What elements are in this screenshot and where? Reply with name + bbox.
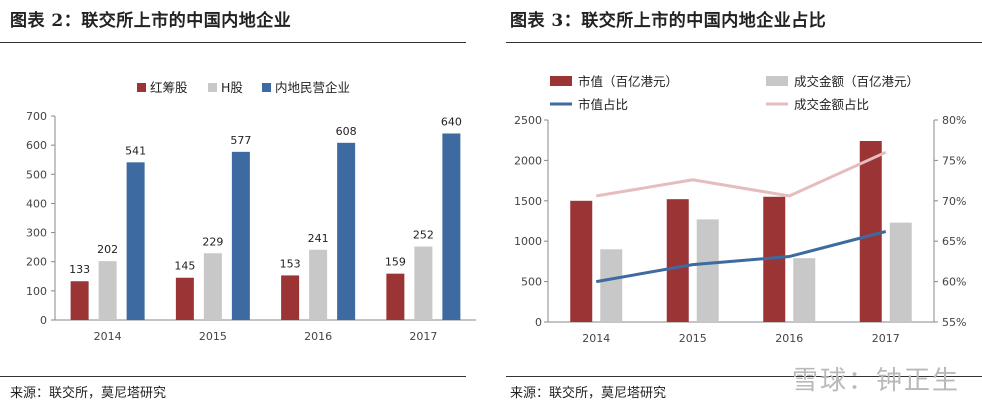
legend-label-turnover: 成交金额（百亿港元）	[794, 74, 919, 89]
right-bar	[793, 258, 816, 322]
left-y-tick-label: 0	[40, 314, 47, 327]
left-x-tick-label: 2017	[409, 330, 437, 343]
legend-swatch-private	[262, 83, 271, 92]
right-y-tick-label: 1500	[514, 195, 542, 208]
left-x-tick-label: 2014	[94, 330, 122, 343]
left-x-tick-label: 2016	[304, 330, 332, 343]
right-bar	[696, 219, 719, 322]
left-bar-data-label: 202	[97, 243, 118, 256]
legend-swatch-market-cap	[550, 76, 572, 86]
right-x-tick-label: 2015	[679, 332, 707, 345]
right-x-tick-label: 2014	[582, 332, 610, 345]
right-y2-tick-label: 60%	[942, 276, 966, 289]
left-bar	[386, 273, 405, 320]
left-bar	[281, 275, 300, 320]
right-combo-chart: 市值（百亿港元） 成交金额（百亿港元） 市值占比 成交金额占比 0 500 1000…	[514, 74, 966, 345]
left-bar-data-label: 608	[336, 125, 357, 138]
right-source-note: 来源：联交所，莫尼塔研究	[510, 386, 667, 401]
right-y-tick-label: 500	[521, 276, 542, 289]
left-y-tick-label: 600	[26, 139, 47, 152]
right-x-tick-label: 2016	[775, 332, 803, 345]
legend-label-market-cap-share: 市值占比	[578, 97, 628, 112]
legend-swatch-turnover	[766, 76, 788, 86]
right-bar	[600, 249, 623, 322]
left-title-rule	[0, 42, 466, 43]
left-bar	[70, 281, 89, 320]
left-bar-data-label: 133	[69, 263, 90, 276]
right-lines	[595, 150, 887, 284]
right-y-tick-label: 0	[535, 316, 542, 329]
right-bar	[889, 222, 912, 322]
left-bar-data-label: 241	[308, 232, 329, 245]
watermark-text: 雪球：钟正生	[791, 366, 960, 396]
left-bar	[126, 162, 145, 320]
left-bar-data-label: 153	[280, 257, 301, 270]
left-bar-chart: 红筹股 H股 内地民营企业 0 100 200 300 400 500 600 700 2014…	[26, 80, 476, 343]
left-bar	[442, 133, 461, 320]
right-y-tick-label: 1000	[514, 235, 542, 248]
left-bar	[203, 253, 222, 320]
left-bar	[309, 249, 328, 320]
legend-label-red-chip: 红筹股	[150, 80, 188, 95]
legend-label-market-cap: 市值（百亿港元）	[578, 74, 678, 89]
left-bar	[414, 246, 433, 320]
left-bar-data-label: 577	[230, 134, 251, 147]
right-bars	[570, 141, 912, 322]
left-y-tick-label: 700	[26, 110, 47, 123]
right-bar	[859, 141, 882, 322]
right-bar	[666, 199, 689, 322]
right-bar	[763, 196, 786, 322]
right-y2-tick-label: 65%	[942, 235, 966, 248]
right-y2-tick-label: 55%	[942, 316, 966, 329]
left-y-tick-label: 300	[26, 227, 47, 240]
left-x-tick-label: 2015	[199, 330, 227, 343]
legend-label-h-share: H股	[221, 80, 243, 95]
right-title-rule	[506, 42, 982, 43]
legend-label-private: 内地民营企业	[275, 80, 350, 95]
right-bar	[570, 200, 593, 322]
left-bar-data-label: 145	[174, 260, 195, 273]
left-y-tick-label: 500	[26, 168, 47, 181]
left-bar-data-label: 159	[385, 256, 406, 269]
legend-swatch-red-chip	[137, 83, 146, 92]
right-y-tick-label: 2500	[514, 114, 542, 127]
right-chart-title: 图表 3：联交所上市的中国内地企业占比	[510, 11, 827, 31]
right-y2-tick-label: 70%	[942, 195, 966, 208]
left-bar-data-label: 640	[441, 115, 462, 128]
left-chart-title: 图表 2：联交所上市的中国内地企业	[10, 11, 292, 31]
left-y-tick-label: 400	[26, 197, 47, 210]
legend-label-turnover-share: 成交金额占比	[794, 97, 869, 112]
right-y2-tick-label: 75%	[942, 154, 966, 167]
right-y2-tick-label: 80%	[942, 114, 966, 127]
right-x-tick-label: 2017	[872, 332, 900, 345]
left-bar	[175, 277, 194, 320]
legend-swatch-h-share	[208, 83, 217, 92]
left-bar	[98, 261, 117, 320]
left-bar	[337, 142, 356, 320]
right-y-tick-label: 2000	[514, 154, 542, 167]
right-legend: 市值（百亿港元） 成交金额（百亿港元） 市值占比 成交金额占比	[550, 74, 919, 112]
turnover-share-line	[596, 150, 887, 198]
left-y-tick-label: 200	[26, 256, 47, 269]
market-cap-share-line	[595, 230, 887, 284]
left-bar-data-label: 541	[125, 144, 146, 157]
left-source-rule	[0, 376, 466, 377]
left-bar	[231, 151, 250, 320]
left-bar-data-label: 252	[413, 229, 434, 242]
left-bar-data-label: 229	[202, 235, 223, 248]
left-y-tick-label: 100	[26, 285, 47, 298]
left-bars: 133 202 541 145 229 577 153 241 608 159 252 640	[69, 115, 462, 320]
left-legend: 红筹股 H股 内地民营企业	[137, 80, 350, 95]
right-source-rule	[506, 376, 982, 377]
left-source-note: 来源：联交所，莫尼塔研究	[10, 386, 167, 401]
left-axes: 0 100 200 300 400 500 600 700 2014 2015 2016 2017	[26, 110, 476, 343]
